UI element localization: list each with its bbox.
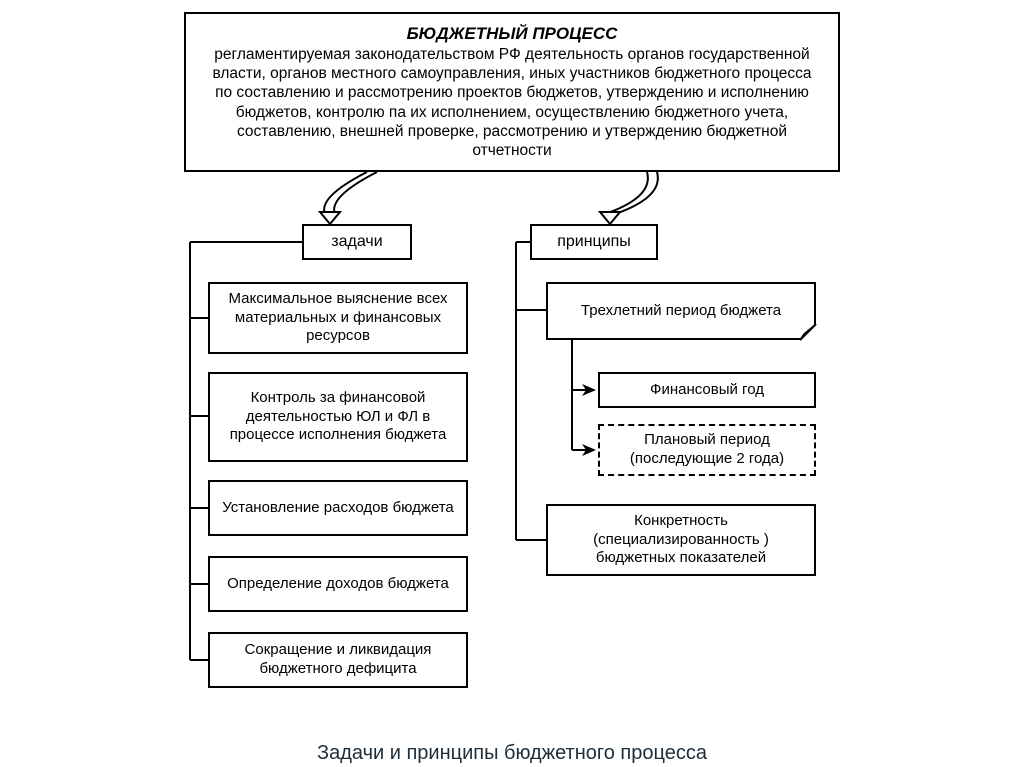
task-box-4: Сокращение и ликвидация бюджетного дефиц… (208, 632, 468, 688)
principle-text-3: Конкретность (специализированность ) бюд… (558, 512, 804, 568)
diagram-caption: Задачи и принципы бюджетного процесса (0, 742, 1024, 765)
task-text-1: Контроль за финансовой деятельностью ЮЛ … (220, 389, 456, 445)
diagram-canvas: БЮДЖЕТНЫЙ ПРОЦЕСС регламентируемая закон… (0, 0, 1024, 767)
principle-text-0: Трехлетний период бюджета (581, 302, 781, 321)
task-box-1: Контроль за финансовой деятельностью ЮЛ … (208, 372, 468, 462)
principle-box-1: Финансовый год (598, 372, 816, 408)
principle-text-1: Финансовый год (650, 381, 764, 400)
header-body: регламентируемая законодательством РФ де… (202, 45, 822, 161)
principle-box-2: Плановый период (последующие 2 года) (598, 424, 816, 476)
task-text-0: Максимальное выяснение всех материальных… (220, 290, 456, 346)
task-box-2: Установление расходов бюджета (208, 480, 468, 536)
principle-box-0: Трехлетний период бюджета (546, 282, 816, 340)
task-box-3: Определение доходов бюджета (208, 556, 468, 612)
task-text-2: Установление расходов бюджета (222, 499, 454, 518)
header-box: БЮДЖЕТНЫЙ ПРОЦЕСС регламентируемая закон… (184, 12, 840, 172)
branch-label-tasks-text: задачи (331, 232, 382, 252)
principle-text-2: Плановый период (последующие 2 года) (610, 431, 804, 469)
task-text-4: Сокращение и ликвидация бюджетного дефиц… (220, 641, 456, 679)
task-box-0: Максимальное выяснение всех материальных… (208, 282, 468, 354)
branch-label-tasks: задачи (302, 224, 412, 260)
task-text-3: Определение доходов бюджета (227, 575, 449, 594)
header-title: БЮДЖЕТНЫЙ ПРОЦЕСС (202, 23, 822, 44)
branch-label-principles: принципы (530, 224, 658, 260)
principle-box-3: Конкретность (специализированность ) бюд… (546, 504, 816, 576)
branch-label-principles-text: принципы (557, 232, 631, 252)
